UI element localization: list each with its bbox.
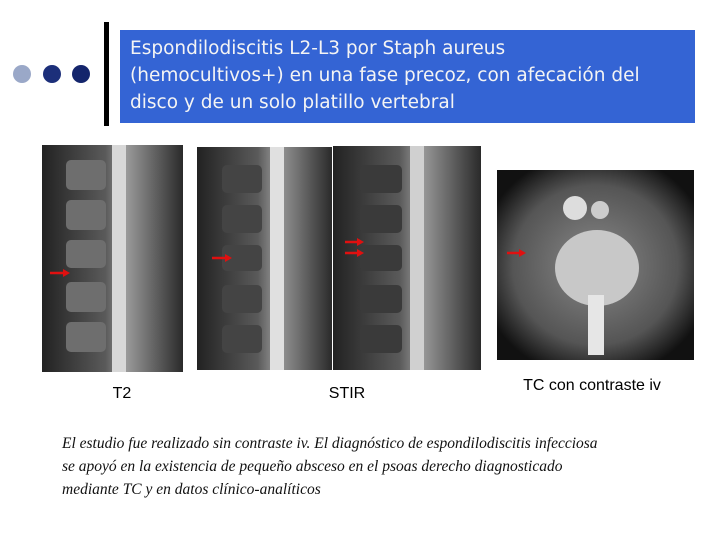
mri-stir-1 (197, 147, 332, 370)
title-line: disco y de un solo platillo vertebral (130, 92, 455, 113)
dot (13, 65, 31, 83)
dot (43, 65, 61, 83)
mri-t2 (42, 145, 183, 372)
caption-line: mediante TC y en datos clínico-analítico… (62, 481, 321, 498)
dot (72, 65, 90, 83)
arrows (50, 238, 526, 277)
mri-stir-2 (333, 146, 481, 370)
divider (104, 22, 109, 126)
ct-image (497, 170, 694, 360)
caption-line: se apoyó en la existencia de pequeño abs… (62, 458, 563, 475)
title-line: Espondilodiscitis L2-L3 por Staph aureus (130, 38, 505, 59)
caption-line: El estudio fue realizado sin contraste i… (61, 435, 598, 452)
image-label: T2 (113, 385, 132, 402)
bullets (13, 65, 90, 83)
image-label: TC con contraste iv (523, 377, 661, 394)
image-label: STIR (329, 385, 365, 402)
title-box (120, 30, 695, 123)
title-line: (hemocultivos+) en una fase precoz, con … (130, 65, 640, 86)
